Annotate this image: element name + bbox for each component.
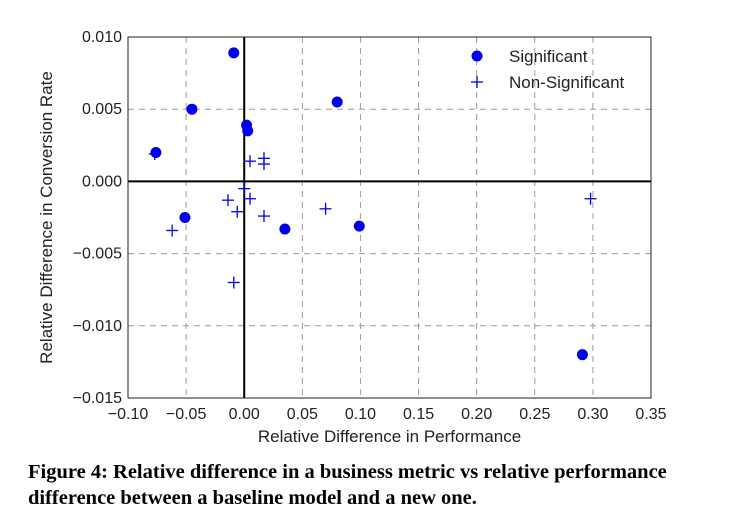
x-tick-label: −0.05 xyxy=(166,406,207,423)
legend-plus-icon xyxy=(471,76,483,88)
x-tick-label: 0.35 xyxy=(635,406,666,423)
non-significant-point xyxy=(231,205,244,218)
non-significant-point xyxy=(227,276,240,289)
x-axis-label: Relative Difference in Performance xyxy=(258,427,521,446)
significant-point xyxy=(576,349,588,361)
legend-label: Non-Significant xyxy=(509,73,625,92)
plot-frame xyxy=(127,36,652,399)
y-tick-labels: −0.015 −0.010 −0.005 0.000 0.005 0.010 xyxy=(73,29,122,407)
x-tick-labels: −0.10 −0.05 0.00 0.05 0.10 0.15 0.20 0.25 0.30 0.… xyxy=(108,406,667,423)
significant-point xyxy=(279,223,291,235)
legend-item: Non-Significant xyxy=(471,73,625,92)
non-significant-point xyxy=(257,158,270,171)
x-tick-label: 0.05 xyxy=(287,406,318,423)
y-tick-label: −0.015 xyxy=(73,390,122,407)
y-tick-label: 0.000 xyxy=(82,173,122,190)
x-tick-label: 0.20 xyxy=(461,406,492,423)
non-significant-point xyxy=(221,194,234,207)
non-significant-point xyxy=(257,210,270,223)
x-tick-label: 0.30 xyxy=(577,406,608,423)
legend-item: Significant xyxy=(471,47,588,66)
scatter-chart: −0.10 −0.05 0.00 0.05 0.10 0.15 0.20 0.25 0.30 0.… xyxy=(37,29,667,446)
x-tick-label: 0.15 xyxy=(403,406,434,423)
y-tick-label: −0.005 xyxy=(73,246,122,263)
x-tick-label: −0.10 xyxy=(108,406,149,423)
x-tick-label: 0.00 xyxy=(229,406,260,423)
y-tick-label: −0.010 xyxy=(73,318,122,335)
zero-lines xyxy=(128,37,651,398)
y-tick-label: 0.005 xyxy=(82,101,122,118)
significant-point xyxy=(150,147,162,159)
non-significant-point xyxy=(244,192,257,205)
non-significant-point xyxy=(584,192,597,205)
legend-label: Significant xyxy=(509,47,588,66)
y-axis-label: Relative Difference in Conversion Rate xyxy=(37,71,56,364)
non-significant-point xyxy=(244,155,257,168)
non-significant-point xyxy=(319,202,332,215)
non-significant-point xyxy=(148,147,161,160)
significant-point xyxy=(242,125,254,137)
x-tick-label: 0.10 xyxy=(345,406,376,423)
figure-caption: Figure 4: Relative difference in a busin… xyxy=(28,461,667,509)
significant-point xyxy=(179,212,191,223)
significant-point xyxy=(331,96,343,108)
significant-point xyxy=(228,47,240,59)
data-points xyxy=(148,47,597,361)
x-tick-label: 0.25 xyxy=(519,406,550,423)
non-significant-point xyxy=(166,224,179,237)
significant-point xyxy=(186,103,198,115)
legend-circle-icon xyxy=(471,50,483,62)
legend: Significant Non-Significant xyxy=(471,47,625,92)
significant-point xyxy=(353,220,365,232)
non-significant-point xyxy=(238,182,251,195)
y-tick-label: 0.010 xyxy=(82,29,122,46)
